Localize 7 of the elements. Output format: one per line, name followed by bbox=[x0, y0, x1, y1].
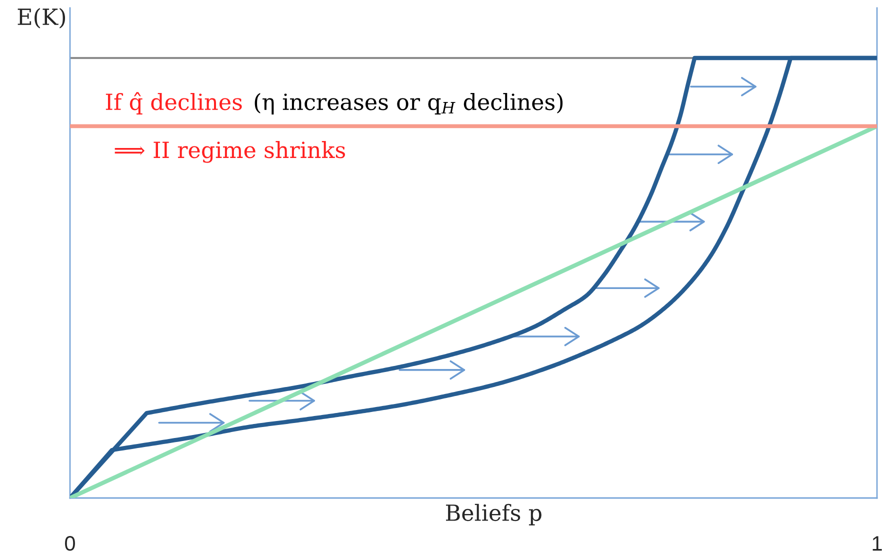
x-axis-title: Beliefs p bbox=[446, 504, 542, 526]
annotation: If q̂ declines bbox=[106, 92, 242, 115]
annotation: ⟹ II regime shrinks bbox=[114, 141, 345, 163]
y-axis-title: E(K) bbox=[18, 8, 66, 28]
x-tick-label: 1 bbox=[872, 536, 882, 551]
x-tick-label: 0 bbox=[65, 536, 75, 551]
annotation: (η increases or q$_{H}$ declines) bbox=[254, 93, 563, 115]
